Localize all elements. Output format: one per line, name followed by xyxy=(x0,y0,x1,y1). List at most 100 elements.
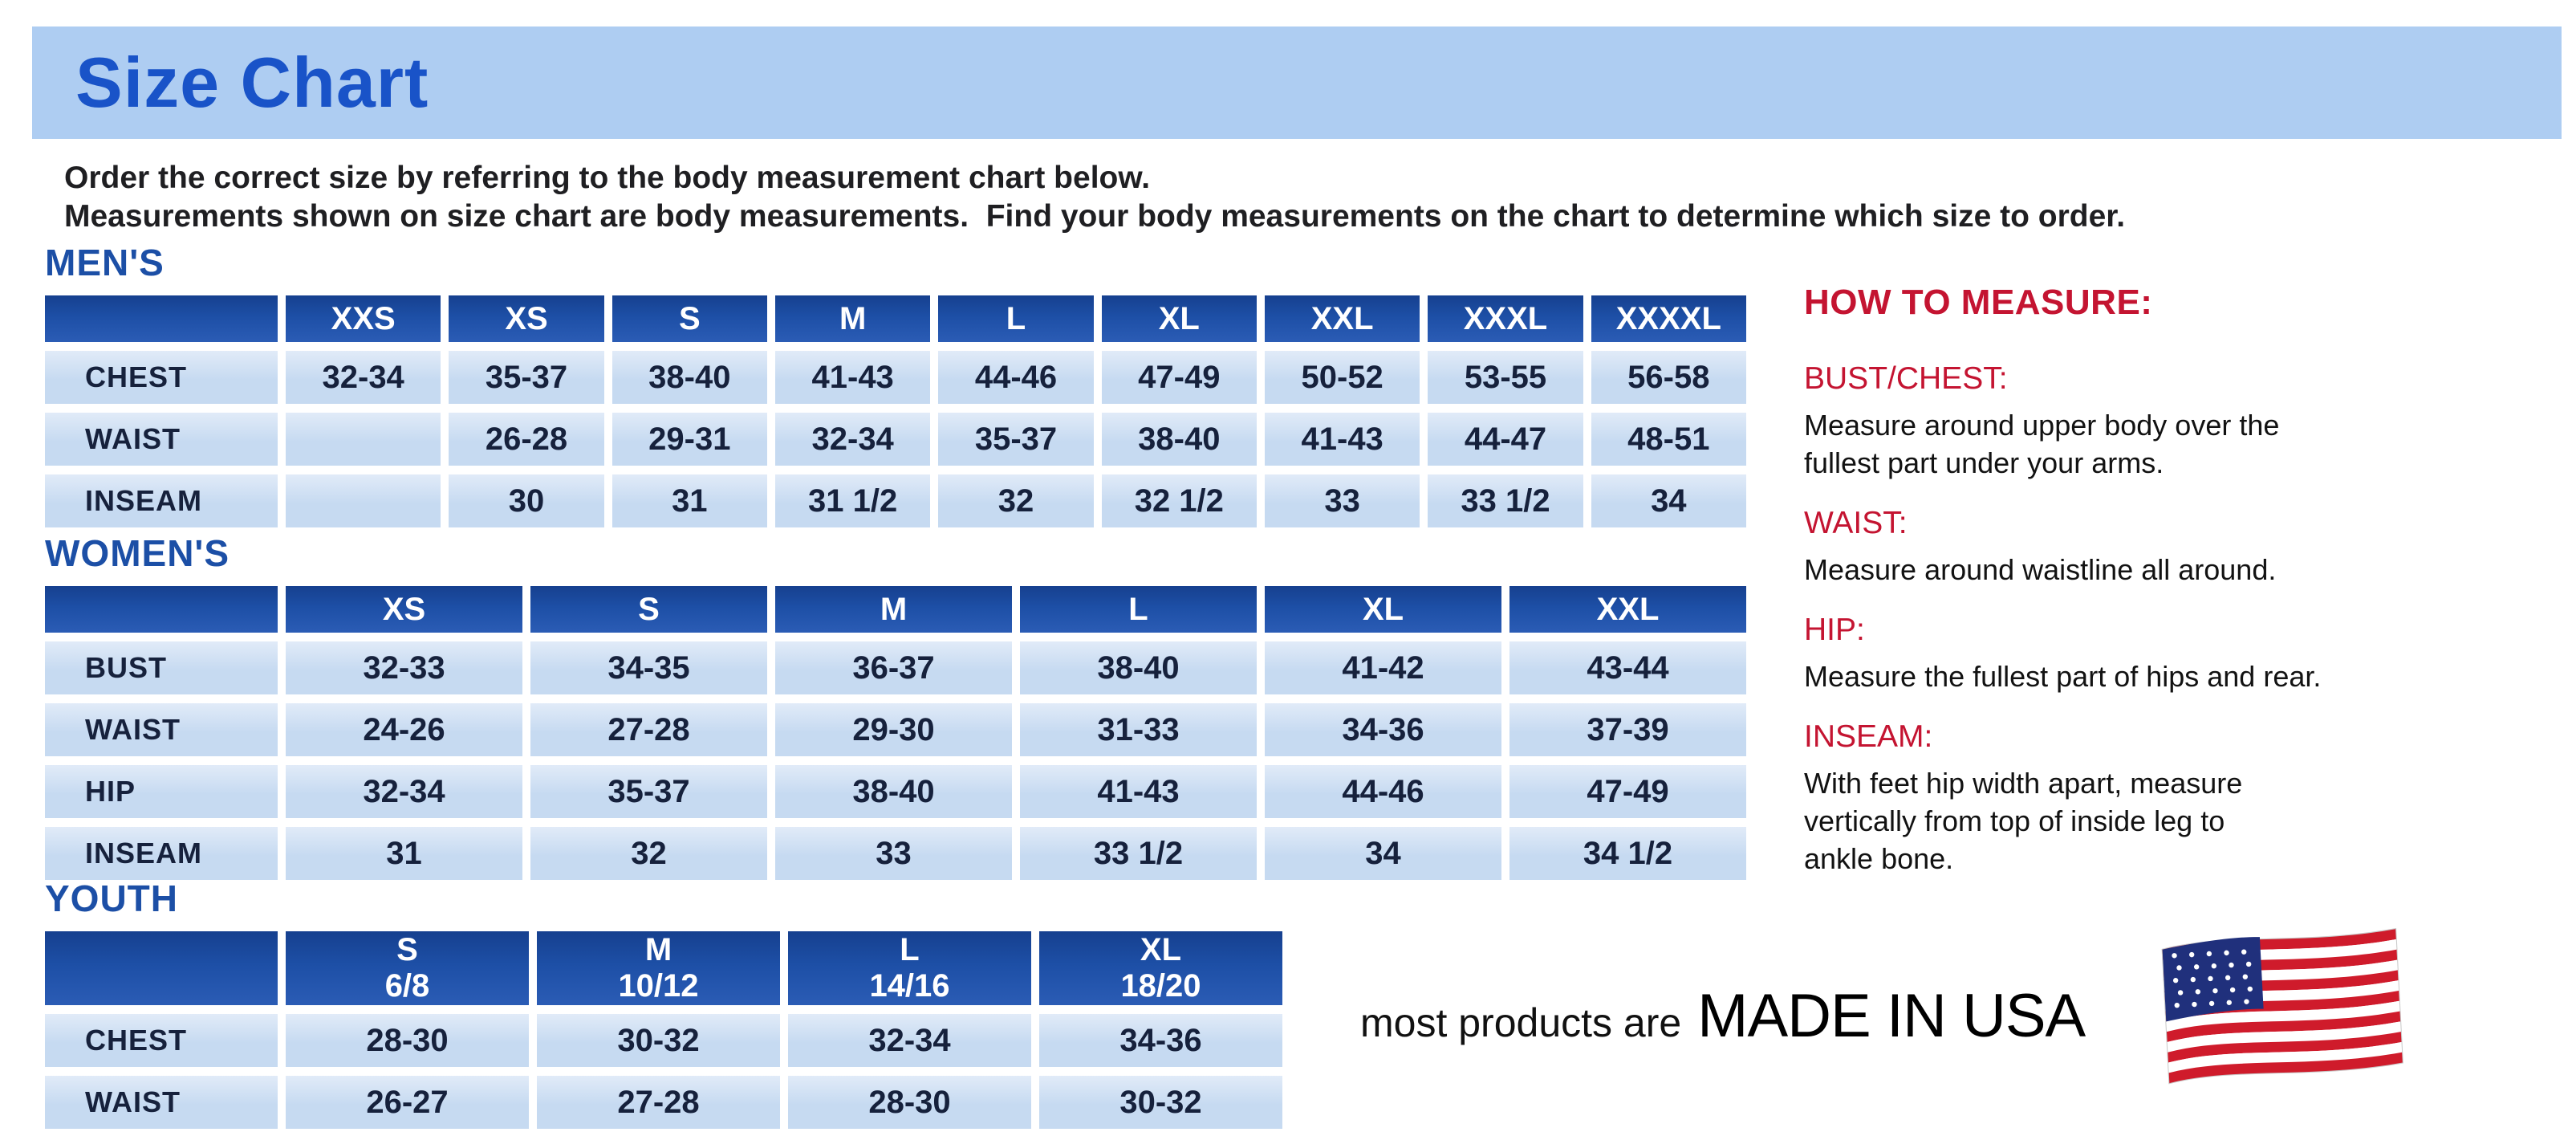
intro-text: Order the correct size by referring to t… xyxy=(64,159,2125,236)
size-value-cell: 30 xyxy=(449,474,604,527)
size-value-cell: 33 xyxy=(775,827,1012,880)
howto-label-inseam: INSEAM: xyxy=(1804,719,1933,754)
corner-cell xyxy=(45,586,278,633)
size-value-cell: 34 1/2 xyxy=(1509,827,1746,880)
size-column-header: M xyxy=(775,586,1012,633)
size-value-cell: 30-32 xyxy=(537,1014,780,1067)
womens-heading: WOMEN'S xyxy=(45,532,230,574)
mens-size-table: XXS XS S M L XL XXL XXXL XXXXL CHEST 32-34 35-37 38-… xyxy=(45,295,1746,527)
size-value-cell: 41-42 xyxy=(1265,641,1501,694)
size-value-cell: 32 1/2 xyxy=(1101,474,1257,527)
row-label: CHEST xyxy=(45,1014,278,1067)
size-value-cell: 27-28 xyxy=(530,703,767,756)
row-label: INSEAM xyxy=(45,827,278,880)
row-label: CHEST xyxy=(45,351,278,404)
howto-text-hip: Measure the fullest part of hips and rea… xyxy=(1804,660,2322,693)
size-value-cell: 32-34 xyxy=(788,1014,1031,1067)
row-label: INSEAM xyxy=(45,474,278,527)
youth-section: YOUTH S 6/8 M 10/12 L 14/16 XL 18/20 CHEST 28… xyxy=(45,877,1282,1129)
size-value-cell: 29-30 xyxy=(775,703,1012,756)
size-column-header: S xyxy=(530,586,767,633)
howto-text-inseam: With feet hip width apart, measure verti… xyxy=(1804,767,2243,875)
womens-size-table: XS S M L XL XXL BUST 32-33 34-35 36-37 38-40 41-42 4… xyxy=(45,586,1746,880)
size-value-cell: 56-58 xyxy=(1591,351,1746,404)
row-label: HIP xyxy=(45,765,278,818)
row-label: WAIST xyxy=(45,413,278,466)
size-value-cell: 33 1/2 xyxy=(1020,827,1257,880)
howto-label-bust-chest: BUST/CHEST: xyxy=(1804,361,2008,396)
size-column-header: XL 18/20 xyxy=(1039,931,1282,1005)
row-label: WAIST xyxy=(45,1076,278,1129)
size-value-cell: 41-43 xyxy=(1020,765,1257,818)
size-value-cell: 26-28 xyxy=(449,413,604,466)
made-in-usa-note: most products are MADE IN USA xyxy=(1360,981,2086,1051)
youth-size-table: S 6/8 M 10/12 L 14/16 XL 18/20 CHEST 28-30 30-… xyxy=(45,931,1282,1129)
size-value-cell: 28-30 xyxy=(788,1076,1031,1129)
size-value-cell: 33 xyxy=(1264,474,1420,527)
howto-item-inseam: INSEAM: With feet hip width apart, measu… xyxy=(1804,719,2446,878)
title-banner: Size Chart xyxy=(32,26,2562,139)
size-column-header: XXXXL xyxy=(1591,295,1746,342)
size-value-cell xyxy=(286,474,441,527)
intro-line-1: Order the correct size by referring to t… xyxy=(64,161,1151,195)
size-value-cell: 32-34 xyxy=(286,351,441,404)
size-value-cell: 38-40 xyxy=(775,765,1012,818)
size-value-cell: 32 xyxy=(530,827,767,880)
howto-title: HOW TO MEASURE: xyxy=(1804,283,2153,322)
size-value-cell: 38-40 xyxy=(1101,413,1257,466)
womens-section: WOMEN'S XS S M L XL XXL BUST 32-33 34-35 36-37 38-… xyxy=(45,531,1746,880)
size-column-header: XXL xyxy=(1264,295,1420,342)
size-column-header: XL xyxy=(1265,586,1501,633)
mens-heading: MEN'S xyxy=(45,242,165,283)
size-value-cell: 41-43 xyxy=(1264,413,1420,466)
size-value-cell: 33 1/2 xyxy=(1428,474,1583,527)
size-value-cell: 48-51 xyxy=(1591,413,1746,466)
size-value-cell: 31 xyxy=(611,474,767,527)
size-column-header: XXS xyxy=(286,295,441,342)
size-value-cell: 24-26 xyxy=(286,703,522,756)
mens-section: MEN'S XXS XS S M L XL XXL XXXL XXXXL CHEST 32-34 35… xyxy=(45,241,1746,527)
size-column-header: S 6/8 xyxy=(286,931,529,1005)
size-value-cell: 32-34 xyxy=(774,413,931,466)
size-value-cell: 44-47 xyxy=(1428,413,1583,466)
size-value-cell: 34-36 xyxy=(1265,703,1501,756)
size-value-cell: 34-35 xyxy=(530,641,767,694)
size-value-cell: 47-49 xyxy=(1509,765,1746,818)
howto-text-bust-chest: Measure around upper body over the fulle… xyxy=(1804,409,2280,479)
size-value-cell xyxy=(286,413,441,466)
size-value-cell: 32-33 xyxy=(286,641,522,694)
howto-item-bust-chest: BUST/CHEST: Measure around upper body ov… xyxy=(1804,361,2446,482)
size-value-cell: 28-30 xyxy=(286,1014,529,1067)
how-to-measure-panel: HOW TO MEASURE: BUST/CHEST: Measure arou… xyxy=(1804,283,2446,902)
size-value-cell: 34 xyxy=(1265,827,1501,880)
size-value-cell: 41-43 xyxy=(774,351,931,404)
usa-flag-icon xyxy=(2157,920,2406,1086)
size-value-cell: 31-33 xyxy=(1020,703,1257,756)
howto-item-waist: WAIST: Measure around waistline all arou… xyxy=(1804,506,2446,588)
size-value-cell: 35-37 xyxy=(449,351,604,404)
size-value-cell: 31 1/2 xyxy=(774,474,931,527)
size-column-header: L 14/16 xyxy=(788,931,1031,1005)
corner-cell xyxy=(45,931,278,1005)
size-value-cell: 31 xyxy=(286,827,522,880)
size-value-cell: 32 xyxy=(938,474,1094,527)
size-value-cell: 50-52 xyxy=(1264,351,1420,404)
size-column-header: XXXL xyxy=(1428,295,1583,342)
corner-cell xyxy=(45,295,278,342)
size-value-cell: 43-44 xyxy=(1509,641,1746,694)
size-value-cell: 34-36 xyxy=(1039,1014,1282,1067)
youth-heading: YOUTH xyxy=(45,878,178,919)
size-value-cell: 32-34 xyxy=(286,765,522,818)
size-column-header: S xyxy=(611,295,767,342)
howto-item-hip: HIP: Measure the fullest part of hips an… xyxy=(1804,613,2446,695)
size-value-cell: 36-37 xyxy=(775,641,1012,694)
size-value-cell: 37-39 xyxy=(1509,703,1746,756)
howto-label-hip: HIP: xyxy=(1804,613,1865,647)
size-value-cell: 34 xyxy=(1591,474,1746,527)
howto-text-waist: Measure around waistline all around. xyxy=(1804,553,2277,586)
size-value-cell: 26-27 xyxy=(286,1076,529,1129)
size-value-cell: 35-37 xyxy=(938,413,1094,466)
size-value-cell: 38-40 xyxy=(611,351,767,404)
page-title: Size Chart xyxy=(75,43,429,122)
